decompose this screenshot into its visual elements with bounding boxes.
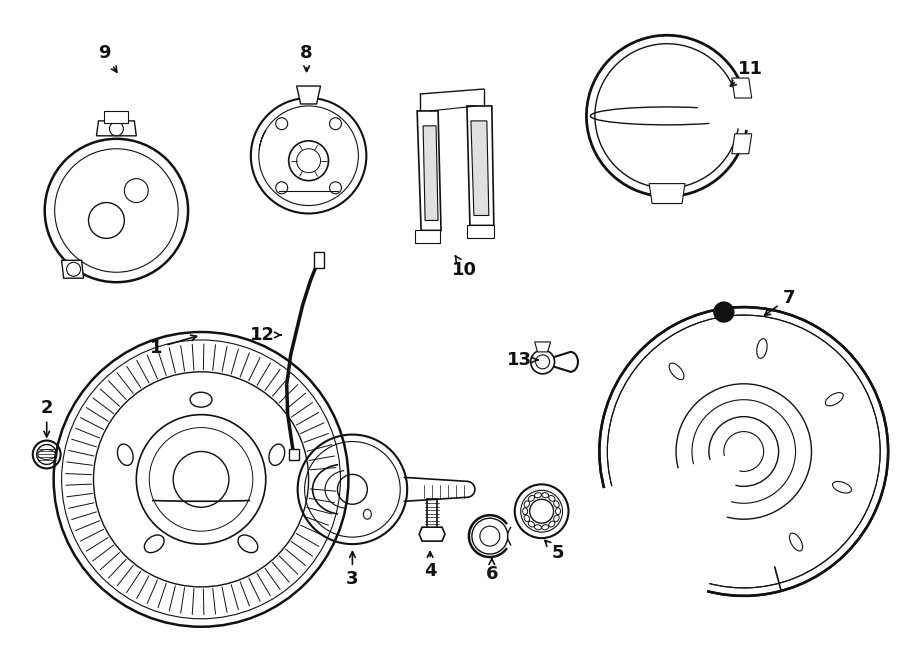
Polygon shape	[423, 126, 438, 221]
Polygon shape	[535, 342, 551, 352]
Polygon shape	[289, 449, 299, 461]
Polygon shape	[467, 225, 494, 239]
Polygon shape	[732, 78, 752, 98]
Text: 10: 10	[453, 256, 477, 279]
Text: 7: 7	[764, 289, 795, 315]
Polygon shape	[732, 134, 752, 154]
Text: 9: 9	[98, 44, 117, 72]
Text: 11: 11	[731, 60, 763, 86]
Text: 6: 6	[486, 559, 498, 583]
Polygon shape	[104, 111, 129, 123]
Polygon shape	[96, 121, 136, 136]
Text: 4: 4	[424, 552, 436, 580]
Text: 5: 5	[544, 541, 563, 562]
Text: 1: 1	[150, 335, 196, 357]
Text: 8: 8	[301, 44, 313, 71]
Polygon shape	[471, 121, 489, 215]
Polygon shape	[419, 527, 445, 541]
Text: 3: 3	[346, 552, 359, 588]
Polygon shape	[649, 184, 685, 204]
Text: 2: 2	[40, 399, 53, 437]
Polygon shape	[61, 260, 84, 278]
Polygon shape	[415, 231, 440, 243]
Polygon shape	[417, 111, 441, 231]
Polygon shape	[313, 253, 323, 268]
Text: 12: 12	[250, 326, 281, 344]
Polygon shape	[297, 86, 320, 104]
Circle shape	[714, 302, 734, 322]
Polygon shape	[467, 106, 494, 225]
Wedge shape	[601, 451, 743, 594]
Text: 13: 13	[508, 351, 538, 369]
